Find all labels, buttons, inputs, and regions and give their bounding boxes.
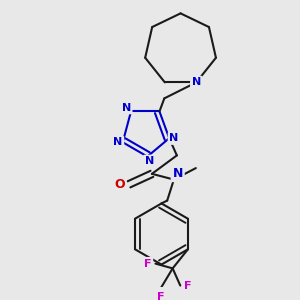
Text: F: F (158, 292, 165, 300)
Text: N: N (192, 77, 201, 87)
Text: O: O (114, 178, 125, 191)
Text: F: F (184, 280, 192, 291)
Text: N: N (145, 156, 154, 166)
Text: F: F (144, 259, 152, 269)
Text: N: N (113, 137, 123, 147)
Text: N: N (122, 103, 131, 112)
Text: N: N (169, 133, 178, 143)
Text: N: N (172, 167, 183, 180)
